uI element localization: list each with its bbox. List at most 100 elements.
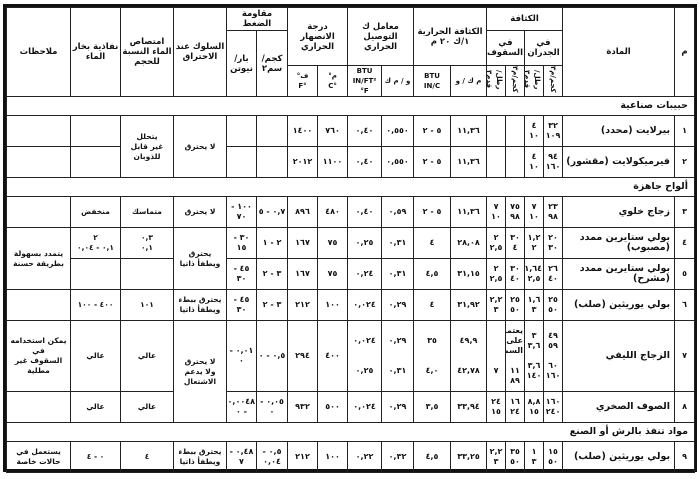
header-conductivity-unit: BTU IN/C [413,65,452,97]
cell-density-walls-lb: ٣ ٣,٦ ٣,٦ ١٤٠ [524,320,545,392]
cell-conductivity-si: ٣١,١٥ [450,258,488,290]
cell-transfer-btu: ٠,٢٢ [347,441,383,473]
cell-melting-c: ١٠٠ [317,441,349,473]
cell-compression-1: ٠,٥ - ٠ [256,320,288,392]
cell-conductivity-si: ٣٣,٢٥ [450,441,488,473]
section-row: حبيبات صناعية [5,96,696,116]
cell-water-absorption: عالي [120,320,174,392]
header-density-unit: رطل/قدم٣ [486,69,504,90]
cell-density-walls-kg: ٢٥ ٥٠ [543,289,564,321]
cell-notes: يمكن استخدامه في السقوف غير مطلية [6,320,71,392]
material-name: الصوف الصخري [562,391,676,423]
cell-vapor-permeability [70,115,121,147]
material-name: بولي يوريثين (صلب) [562,441,676,473]
table-row: ١ بيرلايت (محدد) ٣٢ ١٠٩ ٤ ١٠ ١١,٣٦ ٥ - ٢ ٠,٥٥٠… [6,115,696,178]
header-absorption: امتصاص الماء النسبة للحجم [120,7,174,97]
material-name: بولي ستايرين ممدد (مصبوب) [562,227,676,259]
cell-density-walls-lb: ٧ ١٠ [524,196,545,228]
cell-compression-2 [226,146,257,178]
header-transfer: معامل ك التوصيل الحراري [347,7,415,66]
row-number: ١ [674,115,696,147]
cell-melting-f: ٩٣٢ [286,391,319,423]
row-number: ٧ [674,320,696,392]
cell-density-walls-lb: ١,٦ ٣ [524,289,545,321]
cell-transfer-si: ٠,٥٥٠ [381,146,415,178]
cell-water-absorption: متماسك [120,196,174,228]
cell-conductivity-btu: ٥ - ٢ [413,115,452,147]
table-row: ٢ فيرميكولايت (مقشور) ٩٤ ١٦٠ ٤ ١٠ ١١,٣٦ ٥ - ٢… [6,146,696,178]
cell-melting-c: ١١٠٠ [317,146,349,178]
cell-conductivity-btu: ٤ [413,227,452,259]
material-name: بولي ستايرين ممدد (مشرح) [562,258,676,290]
cell-conductivity-btu: ٣٥ ٤,٠ [413,320,452,392]
cell-density-roof-kg [505,146,526,178]
cell-conductivity-si: ٣١,٩٢ [450,289,488,321]
cell-fire-behavior: يحترق ببطء ويطفأ ذاتيا [173,441,227,473]
cell-compression-1 [256,115,288,147]
cell-notes [6,115,71,147]
header-melting-unit: ف° °F [286,65,319,97]
cell-density-walls-kg: ٢٣ ٩٨ [543,196,564,228]
cell-transfer-btu: ٠,٤٠ [347,115,383,147]
row-number: ٥ [674,258,696,290]
cell-compression-2: ٣٠ - ١٥ [226,227,257,259]
header-density-walls: في الجدران [524,30,564,66]
cell-compression-1: ٠,٥ - ٠,٠٤ [256,441,288,473]
cell-conductivity-btu: ٤,٥ [413,258,452,290]
cell-density-walls-lb: ١,٢ ٢ [524,227,545,259]
cell-density-roof-lb [486,146,507,178]
cell-density-roof-lb: ٢ ٢,٥ [486,227,507,259]
cell-transfer-si: ٠,٢٩ [381,289,415,321]
cell-compression-2: ٠,٠٠٤٨ - ٠ [226,391,257,423]
cell-density-walls-kg: ١٦٠ ٢٤٠ [543,391,564,423]
cell-compression-2: ٤٥ - ٣٠ [226,289,257,321]
melting-unit-c-ar: م° [328,72,337,80]
cell-compression-1 [256,146,288,178]
cell-density-walls-lb: ٨,٨ ١٥ [524,391,545,423]
cell-water-absorption: ٤ [120,441,174,473]
melting-unit-f-ar: ف° [296,72,309,80]
cell-melting-f: ٢٩٤ [286,320,319,392]
cell-transfer-si: ٠,٣١ [381,227,415,259]
cell-transfer-btu: ٠,٢٤ [347,258,383,290]
cell-melting-c: ٥٠٠ [317,391,349,423]
cell-fire-behavior: يحترق ويطفأ ذاتيا [173,227,227,290]
table-row: ٧ الزجاج الليفي ٤٩ ٥٩ ٦٠ ١٦٠ ٣ ٣,٦ ٣,٦ ١٤٠ ي… [6,320,696,423]
header-transfer-unit: و / م ك [381,65,415,97]
cell-density-walls-lb: ٤ ١٠ [524,146,545,178]
cell-density-walls-lb: ١,٦٤ ٢,٥ [524,258,545,290]
header-density-unit: كجم/م٣ [511,66,520,93]
table-row: ٥ بولي ستايرين ممدد (مشرح) ٢٦ ٤٠ ١,٦٤ ٢,٥ ٣٠… [7,258,696,290]
cell-water-absorption: ١٠١ [120,289,174,321]
cell-fire-behavior: لا يحترق [173,115,227,178]
cell-density-roof-lb: ٧ ١٠ [486,196,507,228]
cell-transfer-si: ٠,٣١ [381,258,415,290]
section-row: ألواح جاهزة [5,177,696,197]
material-name: بيرلايت (محدد) [562,115,676,147]
cell-vapor-permeability: ٠ - ٤ [70,441,121,473]
table-row: ٨ الصوف الصخري ١٦٠ ٢٤٠ ٨,٨ ١٥ ١٦ ٢٤ ٢٤ ١٥ ٣٣,٩… [6,391,696,423]
cell-density-roof-lb: ٧ [486,320,507,392]
cell-conductivity-btu: ٣,٥ [413,391,452,423]
cell-compression-1: ٢ - ١ [256,227,288,259]
cell-transfer-btu: ٠,٤٠ [347,146,383,178]
cell-transfer-btu: ٠,٠٢٤ [347,391,383,423]
header-transfer-unit: BTU IN/FT² °F [347,65,383,97]
row-number: ٤ [674,227,696,259]
cell-density-roof-lb [486,115,507,147]
header-num: م [674,7,696,97]
row-number: ٢ [674,146,696,178]
insulation-properties-table: م المادة الكثافة الكثافة الحرارية ١/ك ٢٠… [5,7,696,473]
section-label: ألواح جاهزة [5,177,696,197]
cell-transfer-btu: ٠,٠٢٤ ٠,٢٥ [347,320,383,392]
header-melting: درجة الانصهار الحراري [286,7,349,66]
row-number: ٣ [674,196,696,228]
cell-compression-1: ٠,٠٥ - ٠ [256,391,288,423]
melting-unit-c: °C [328,82,337,90]
header-density-unit: رطل/قدم٣ [524,69,542,90]
cell-vapor-permeability [70,258,121,290]
cell-density-roof-kg: ٢٥ ٥٠ [505,289,526,321]
cell-transfer-si: ٠,٢٩ [381,391,415,423]
cell-fire-behavior: لا يحترق [173,196,227,228]
